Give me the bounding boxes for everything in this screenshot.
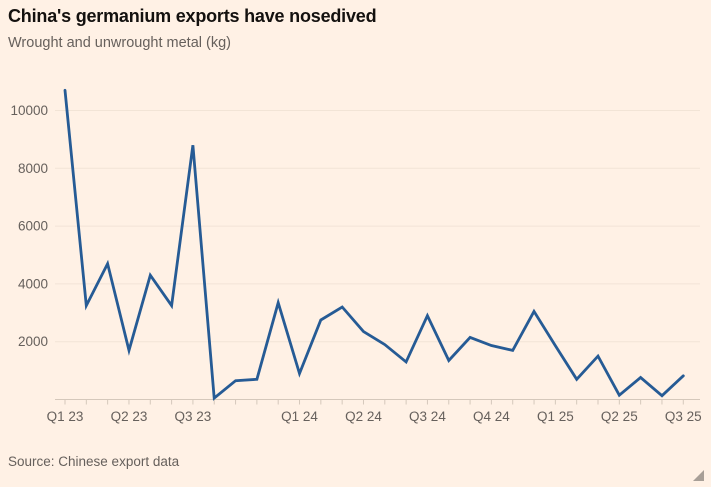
y-axis-tick-label: 10000 bbox=[10, 103, 48, 118]
x-axis-tick-label: Q2 23 bbox=[111, 409, 148, 424]
x-axis-tick-label: Q2 25 bbox=[601, 409, 638, 424]
x-axis-tick-label: Q1 24 bbox=[281, 409, 318, 424]
source-label: Source: Chinese export data bbox=[8, 454, 180, 469]
chart-title: China's germanium exports have nosedived bbox=[8, 6, 377, 26]
y-axis-tick-label: 2000 bbox=[18, 334, 48, 349]
x-axis-tick-label: Q4 24 bbox=[473, 409, 510, 424]
resize-handle-icon[interactable] bbox=[693, 470, 704, 481]
y-axis-tick-label: 8000 bbox=[18, 161, 48, 176]
chart-subtitle: Wrought and unwrought metal (kg) bbox=[8, 35, 231, 51]
x-axis-tick-label: Q3 24 bbox=[409, 409, 446, 424]
y-axis-tick-label: 6000 bbox=[18, 219, 48, 234]
x-axis-tick-label: Q3 23 bbox=[175, 409, 212, 424]
x-axis-tick-label: Q1 25 bbox=[537, 409, 574, 424]
x-axis-tick-label: Q2 24 bbox=[345, 409, 382, 424]
y-axis-tick-label: 4000 bbox=[18, 276, 48, 291]
x-axis-tick-label: Q3 25 bbox=[665, 409, 702, 424]
data-line-series bbox=[63, 88, 685, 401]
x-axis-tick-label: Q1 23 bbox=[47, 409, 84, 424]
